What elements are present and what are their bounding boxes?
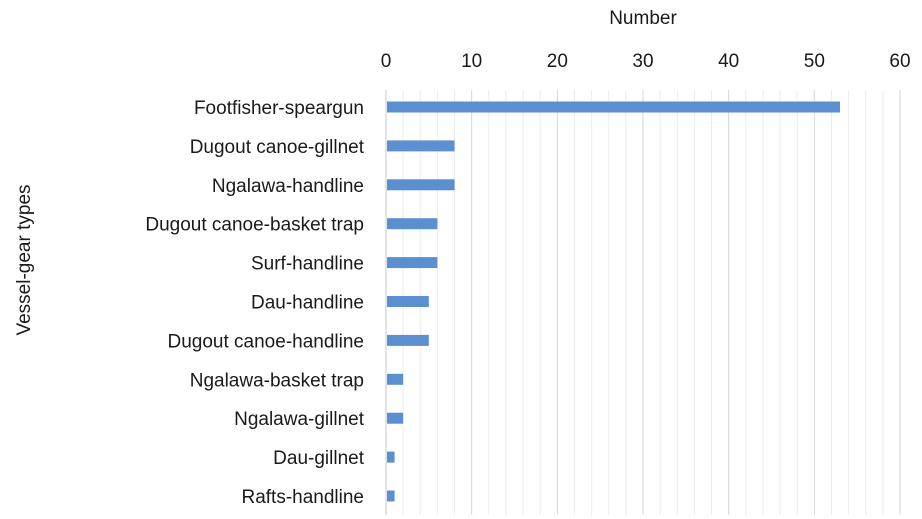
category-label: Dau-handline (251, 293, 364, 314)
category-label: Footfisher-speargun (194, 98, 364, 119)
bar (387, 140, 455, 152)
x-tick-label: 40 (718, 51, 739, 72)
bar (387, 373, 404, 385)
x-tick-label: 30 (632, 51, 653, 72)
bar (387, 296, 429, 307)
bar (387, 490, 395, 502)
bar (387, 101, 841, 113)
category-labels: Footfisher-speargun Dugout canoe-gillnet N… (145, 98, 364, 508)
category-label: Ngalawa-handline (212, 176, 364, 197)
bars (387, 101, 841, 502)
category-label: Dugout canoe-basket trap (145, 215, 364, 236)
category-label: Dugout canoe-gillnet (190, 137, 365, 158)
bar (387, 257, 438, 269)
category-label: Surf-handline (251, 254, 364, 275)
x-tick-label: 0 (381, 51, 392, 72)
bar (387, 218, 438, 230)
category-label: Ngalawa-gillnet (234, 409, 365, 430)
category-label: Dau-gillnet (273, 448, 365, 469)
bar (387, 412, 404, 424)
x-tick-label: 10 (461, 51, 482, 72)
x-axis-title: Number (609, 8, 677, 29)
x-tick-label: 50 (804, 51, 825, 72)
x-tick-labels: 0 10 20 30 40 50 60 (381, 51, 911, 72)
category-label: Dugout canoe-handline (168, 331, 365, 352)
category-label: Rafts-handline (241, 487, 364, 508)
category-label: Ngalawa-basket trap (190, 370, 364, 391)
x-tick-label: 60 (889, 51, 910, 72)
bar (387, 179, 455, 191)
x-tick-label: 20 (547, 51, 568, 72)
bar (387, 334, 429, 346)
bar (387, 451, 395, 463)
y-axis-title: Vessel-gear types (14, 184, 35, 335)
grid-lines (385, 90, 901, 515)
